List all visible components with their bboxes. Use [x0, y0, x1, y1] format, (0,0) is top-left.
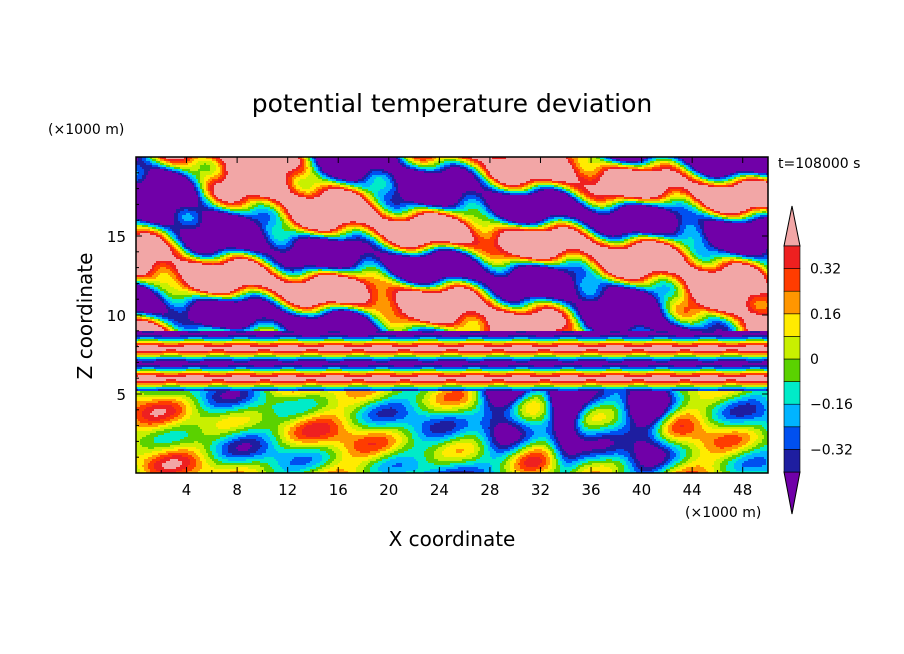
- y-axis-label: Z coordinate: [73, 253, 97, 380]
- colorbar-bin: [783, 336, 801, 360]
- colorbar-bin: [783, 313, 801, 337]
- colorbar-label: −0.16: [810, 397, 853, 413]
- x-tick-label: 8: [232, 481, 242, 499]
- x-axis-label: X coordinate: [389, 527, 516, 551]
- colorbar-bin: [783, 381, 801, 405]
- x-tick-label: 28: [480, 481, 499, 499]
- x-tick-label: 16: [329, 481, 348, 499]
- colorbar-bin: [783, 245, 801, 269]
- contour-field: [136, 157, 768, 473]
- y-unit-label: (×1000 m): [48, 122, 124, 138]
- colorbar-label: 0.16: [810, 307, 841, 323]
- y-tick-label: 10: [107, 307, 126, 325]
- colorbar-label: 0: [810, 352, 819, 368]
- x-tick-label: 12: [278, 481, 297, 499]
- y-tick-label: 15: [107, 228, 126, 246]
- y-axis-ticks: 5 10 15: [107, 172, 768, 458]
- time-label: t=108000 s: [778, 156, 860, 172]
- colorbar-bin: [783, 290, 801, 315]
- colorbar-extend-low: [783, 471, 801, 515]
- x-tick-label: 40: [632, 481, 651, 499]
- colorbar-bin: [783, 426, 801, 450]
- x-tick-label: 32: [531, 481, 550, 499]
- colorbar-bin: [783, 449, 801, 473]
- colorbar-bin: [783, 268, 801, 292]
- x-tick-label: 44: [683, 481, 702, 499]
- x-axis-ticks: 4 8 12 16 20 24 28 32 36 40 44 48: [160, 157, 752, 499]
- colorbar-bin: [783, 403, 801, 428]
- x-tick-label: 36: [581, 481, 600, 499]
- chart-title: potential temperature deviation: [252, 89, 652, 118]
- x-tick-label: 48: [733, 481, 752, 499]
- colorbar-bin: [783, 358, 801, 382]
- y-tick-label: 5: [116, 386, 126, 404]
- x-tick-label: 20: [379, 481, 398, 499]
- colorbar-label: −0.32: [810, 442, 853, 458]
- x-tick-label: 24: [430, 481, 449, 499]
- colorbar: 0.32 0.16 0 −0.16 −0.32: [783, 205, 853, 515]
- colorbar-extend-high: [783, 205, 801, 247]
- colorbar-label: 0.32: [810, 262, 841, 278]
- x-unit-label: (×1000 m): [685, 505, 761, 521]
- x-tick-label: 4: [182, 481, 192, 499]
